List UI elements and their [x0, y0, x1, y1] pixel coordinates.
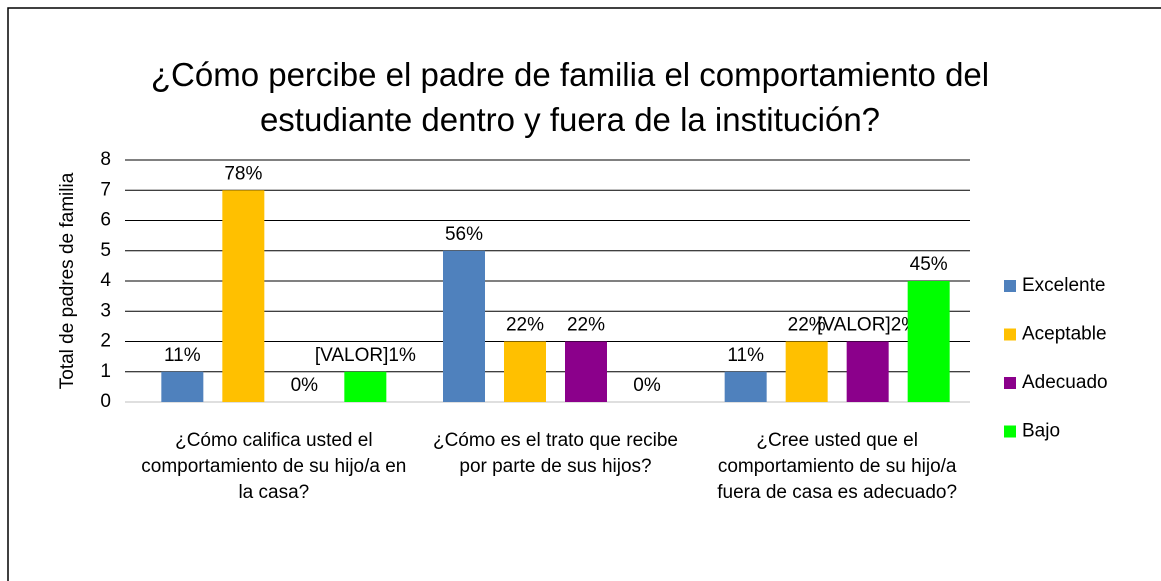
y-tick-label: 6	[100, 210, 111, 231]
bar	[504, 341, 546, 402]
data-label: 45%	[910, 254, 948, 275]
y-tick-label: 4	[100, 270, 111, 291]
bar	[846, 341, 889, 402]
chart-title: ¿Cómo percibe el padre de familia el com…	[150, 56, 990, 138]
data-label: 56%	[445, 224, 483, 245]
legend-swatch	[1004, 328, 1016, 341]
legend-label: Adecuado	[1022, 372, 1108, 393]
data-label: 22%	[506, 315, 544, 336]
legend-label: Aceptable	[1022, 324, 1107, 345]
legend-label: Bajo	[1022, 421, 1060, 442]
data-label: 11%	[727, 345, 764, 366]
bar	[565, 341, 607, 402]
y-tick-label: 5	[100, 240, 111, 261]
x-tick-label: ¿Cómo califica usted el comportamiento d…	[141, 430, 407, 503]
data-label: [VALOR]2%	[817, 315, 918, 336]
data-label: 0%	[291, 375, 319, 396]
data-label: 22%	[567, 315, 605, 336]
y-tick-label: 3	[100, 300, 111, 321]
legend-swatch	[1004, 377, 1016, 389]
legend-swatch	[1004, 280, 1016, 292]
y-tick-label: 2	[100, 331, 111, 352]
bar	[344, 371, 387, 402]
y-tick-label: 7	[100, 179, 111, 200]
data-label: 0%	[633, 375, 661, 396]
y-axis-label: Total de padres de familia	[57, 172, 78, 389]
y-tick-label: 0	[100, 391, 111, 412]
x-tick-label: ¿Cree usted que el comportamiento de su …	[717, 430, 958, 503]
bar	[443, 250, 485, 402]
data-label: 11%	[164, 345, 201, 366]
data-label: 78%	[224, 163, 262, 184]
bar	[161, 371, 204, 402]
x-tick-label: ¿Cómo es el trato que recibe por parte d…	[432, 430, 678, 477]
bar	[907, 281, 950, 402]
data-label: [VALOR]1%	[315, 345, 416, 366]
y-tick-label: 1	[100, 361, 111, 382]
legend-label: Excelente	[1022, 275, 1105, 296]
bar	[724, 371, 767, 402]
bar	[222, 190, 265, 402]
bar	[785, 341, 828, 402]
data-label: 22%	[788, 315, 826, 336]
chart-border	[7, 7, 1161, 581]
legend-swatch	[1004, 425, 1016, 438]
y-tick-label: 8	[100, 149, 111, 170]
